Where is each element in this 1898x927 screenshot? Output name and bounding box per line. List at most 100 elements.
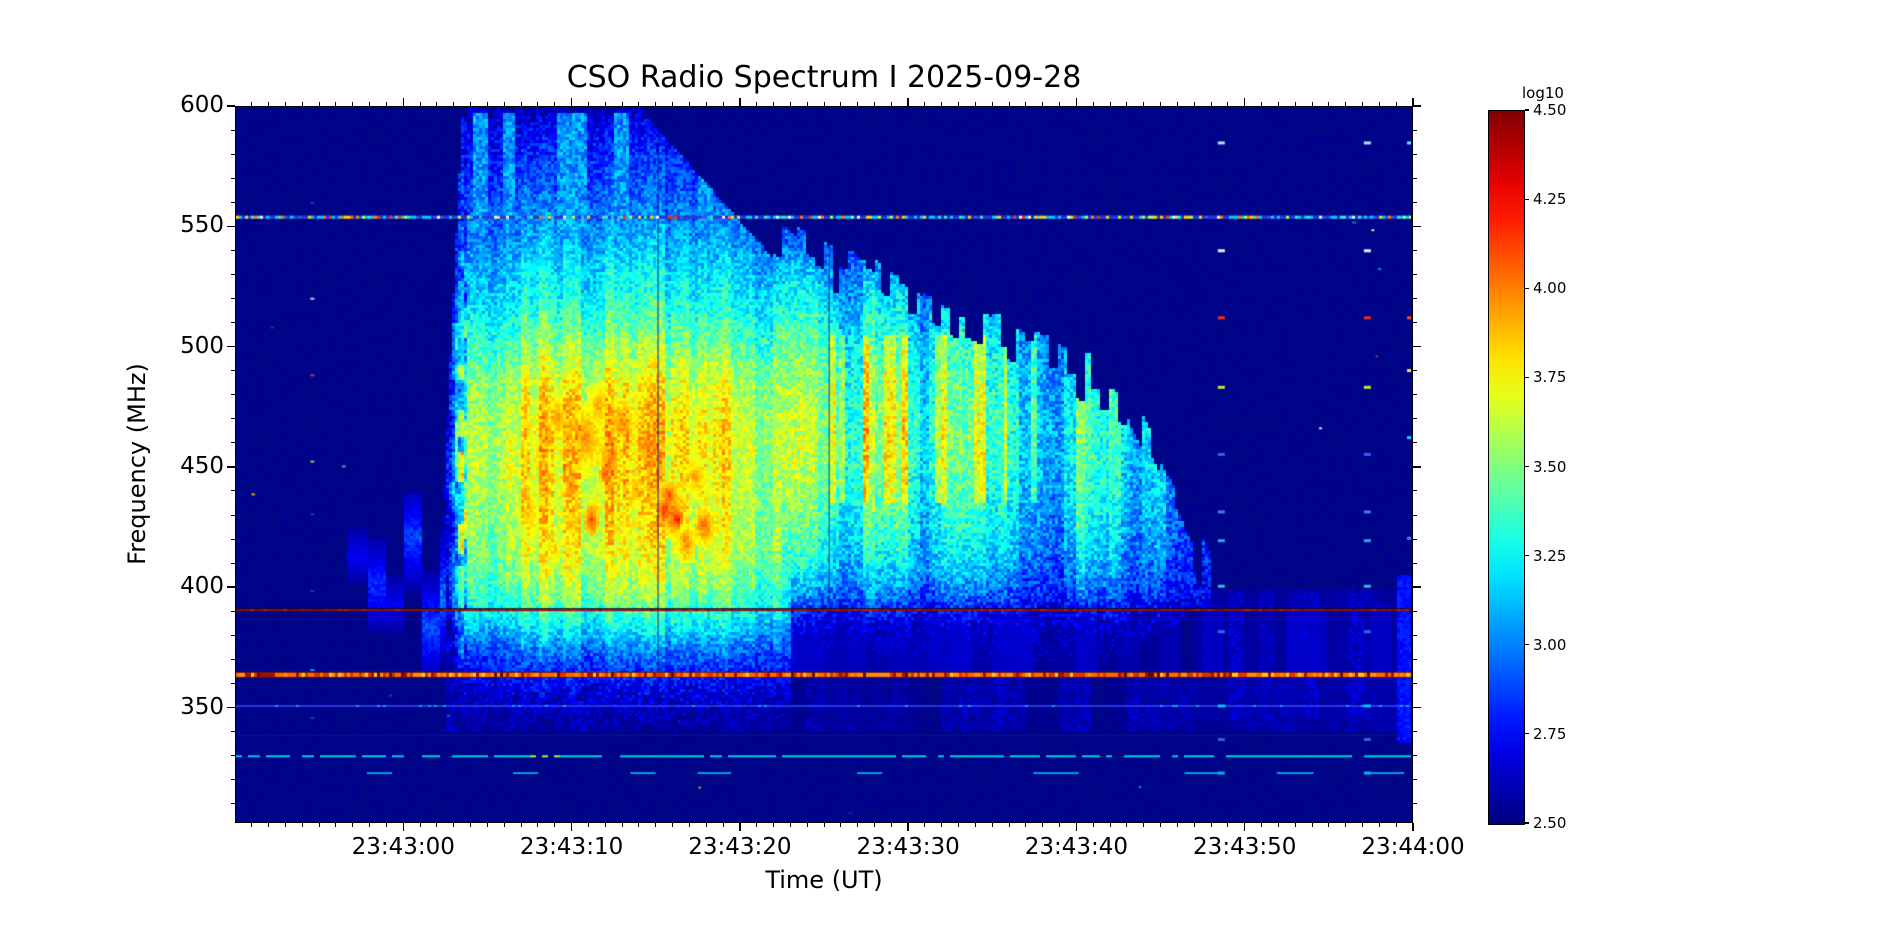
axis-tick bbox=[1176, 102, 1178, 106]
axis-tick bbox=[823, 102, 825, 106]
axis-tick bbox=[1413, 418, 1417, 420]
axis-tick bbox=[554, 102, 556, 106]
axis-tick bbox=[1413, 370, 1417, 372]
colorbar-tick bbox=[1525, 822, 1529, 824]
axis-tick bbox=[402, 98, 405, 106]
spectrogram-canvas bbox=[236, 107, 1411, 821]
axis-tick bbox=[890, 102, 892, 106]
axis-tick bbox=[1008, 102, 1010, 106]
axis-tick bbox=[924, 823, 926, 827]
axis-tick bbox=[1413, 538, 1417, 540]
axis-tick bbox=[227, 586, 235, 588]
axis-tick bbox=[1413, 201, 1417, 203]
axis-tick bbox=[941, 102, 943, 106]
axis-tick bbox=[890, 823, 892, 827]
colorbar-tick-label: 3.50 bbox=[1533, 457, 1567, 476]
y-tick-label: 400 bbox=[180, 573, 224, 600]
axis-tick bbox=[1059, 102, 1061, 106]
axis-tick bbox=[1294, 823, 1296, 827]
axis-tick bbox=[1413, 249, 1417, 251]
axis-tick bbox=[1261, 823, 1263, 827]
axis-tick bbox=[1210, 823, 1212, 827]
axis-tick bbox=[231, 490, 235, 492]
axis-tick bbox=[1311, 102, 1313, 106]
axis-tick bbox=[1413, 297, 1417, 299]
axis-tick bbox=[1362, 102, 1363, 106]
axis-tick bbox=[907, 98, 909, 106]
axis-tick bbox=[857, 823, 859, 827]
axis-tick bbox=[231, 538, 235, 540]
axis-tick bbox=[231, 442, 235, 444]
axis-tick bbox=[1413, 177, 1417, 179]
axis-tick bbox=[352, 823, 354, 827]
axis-tick bbox=[486, 102, 488, 106]
axis-tick bbox=[655, 823, 657, 827]
axis-tick bbox=[436, 823, 438, 827]
axis-tick bbox=[227, 706, 235, 709]
colorbar-tick bbox=[1525, 376, 1529, 378]
axis-tick bbox=[621, 102, 623, 106]
axis-tick bbox=[672, 823, 674, 827]
axis-tick bbox=[231, 153, 235, 155]
axis-tick bbox=[789, 823, 791, 827]
axis-tick bbox=[1059, 823, 1061, 827]
axis-tick bbox=[604, 102, 606, 106]
axis-tick bbox=[231, 201, 235, 203]
axis-tick bbox=[352, 102, 354, 106]
axis-tick bbox=[587, 823, 589, 827]
colorbar-tick bbox=[1525, 287, 1529, 289]
axis-tick bbox=[991, 102, 993, 106]
axis-tick bbox=[503, 102, 505, 106]
axis-tick bbox=[231, 562, 235, 564]
axis-tick bbox=[1210, 102, 1212, 106]
colorbar-tick bbox=[1525, 644, 1529, 646]
axis-tick bbox=[1413, 345, 1421, 348]
axis-tick bbox=[470, 823, 472, 827]
axis-tick bbox=[840, 102, 842, 106]
axis-tick bbox=[335, 102, 337, 106]
axis-tick bbox=[520, 823, 522, 827]
axis-tick bbox=[655, 102, 657, 106]
axis-tick bbox=[621, 823, 623, 827]
axis-tick bbox=[1395, 102, 1397, 106]
axis-tick bbox=[1413, 466, 1421, 468]
axis-tick bbox=[318, 102, 320, 106]
axis-tick bbox=[1243, 823, 1246, 831]
axis-tick bbox=[1413, 682, 1417, 684]
axis-tick bbox=[554, 823, 556, 827]
axis-tick bbox=[251, 102, 253, 106]
axis-tick bbox=[1227, 102, 1229, 106]
axis-tick bbox=[402, 823, 405, 831]
axis-tick bbox=[974, 823, 976, 827]
axis-tick bbox=[1395, 823, 1397, 827]
axis-tick bbox=[1413, 803, 1417, 805]
axis-tick bbox=[722, 102, 724, 106]
x-axis-label: Time (UT) bbox=[765, 866, 883, 894]
axis-tick bbox=[231, 731, 235, 733]
axis-tick bbox=[1413, 225, 1421, 228]
colorbar-tick bbox=[1525, 733, 1529, 735]
axis-tick bbox=[907, 823, 909, 831]
axis-tick bbox=[873, 823, 875, 827]
y-axis-label: Frequency (MHz) bbox=[123, 363, 151, 565]
axis-tick bbox=[1261, 102, 1263, 106]
axis-tick bbox=[638, 102, 640, 106]
axis-tick bbox=[227, 466, 235, 468]
axis-tick bbox=[1413, 755, 1417, 757]
y-tick-label: 550 bbox=[180, 212, 224, 239]
axis-tick bbox=[1160, 823, 1162, 827]
axis-tick bbox=[1345, 823, 1347, 827]
y-tick-label: 500 bbox=[180, 332, 224, 359]
axis-tick bbox=[806, 102, 808, 106]
axis-tick bbox=[672, 102, 674, 106]
axis-tick bbox=[1362, 823, 1363, 827]
colorbar-tick bbox=[1525, 109, 1529, 111]
axis-tick bbox=[773, 102, 774, 106]
axis-tick bbox=[1413, 586, 1421, 588]
axis-tick bbox=[301, 823, 303, 827]
axis-tick bbox=[231, 658, 235, 660]
axis-tick bbox=[688, 102, 690, 106]
axis-tick bbox=[231, 129, 235, 131]
axis-tick bbox=[227, 225, 235, 228]
